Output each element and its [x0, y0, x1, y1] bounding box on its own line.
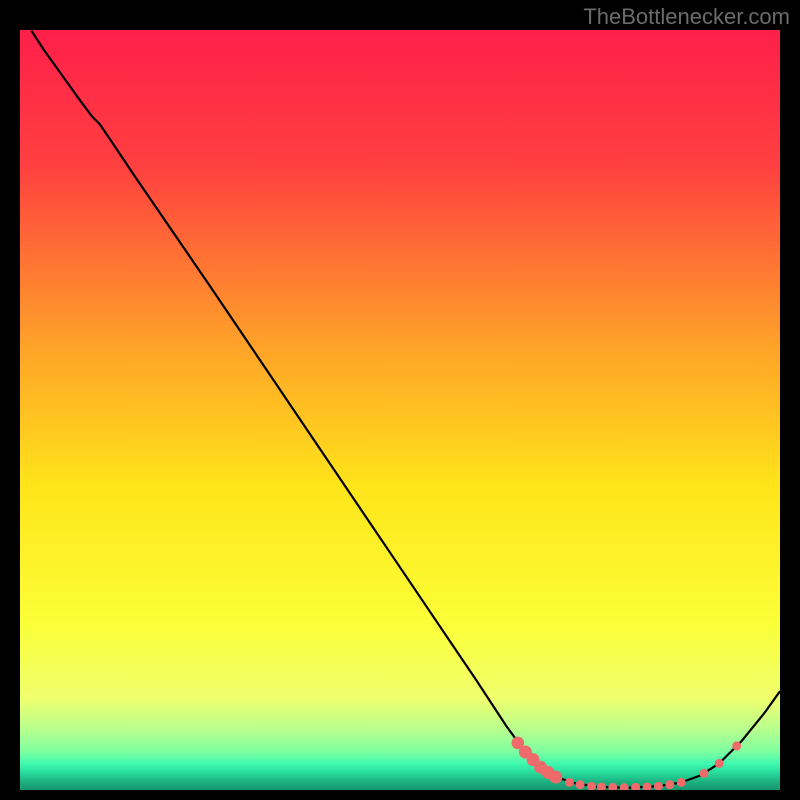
- data-marker: [609, 783, 617, 790]
- data-marker: [733, 742, 741, 750]
- watermark-text: TheBottlenecker.com: [583, 4, 790, 30]
- data-marker: [715, 759, 723, 767]
- data-marker: [550, 771, 562, 783]
- data-marker: [576, 781, 584, 789]
- chart-background: [20, 30, 780, 790]
- data-marker: [643, 783, 651, 790]
- data-marker: [565, 778, 573, 786]
- data-marker: [620, 784, 628, 790]
- data-marker: [588, 782, 596, 790]
- data-marker: [654, 782, 662, 790]
- data-marker: [666, 781, 674, 789]
- data-marker: [632, 783, 640, 790]
- data-marker: [677, 778, 685, 786]
- data-marker: [700, 769, 708, 777]
- data-marker: [597, 783, 605, 790]
- bottleneck-chart: [20, 30, 780, 790]
- chart-plot-area: [20, 30, 780, 790]
